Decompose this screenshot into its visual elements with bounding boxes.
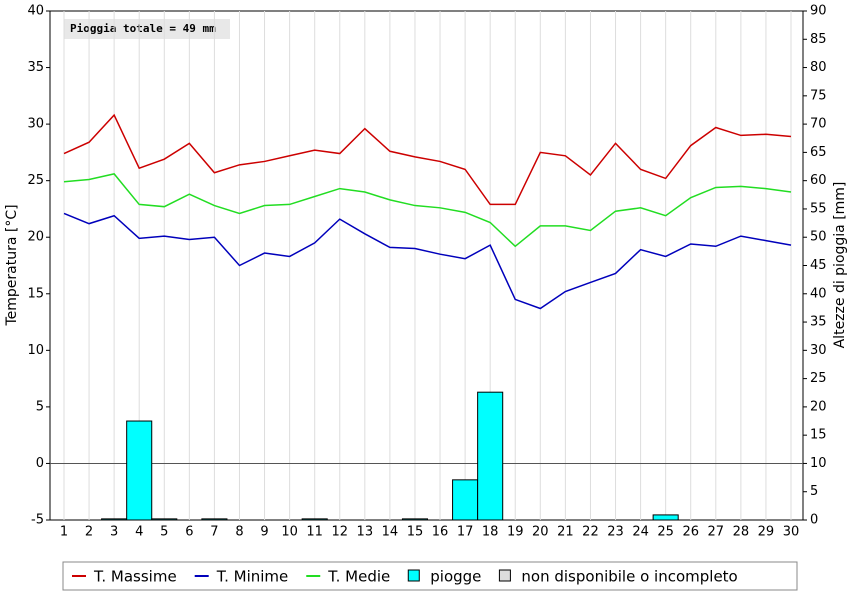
x-tick-label: 18 [482,525,499,540]
y-tick-label: 30 [27,117,44,132]
y2-axis-label: Altezze di pioggia [mm] [832,182,848,349]
x-tick-label: 26 [682,525,699,540]
bar [101,518,128,521]
bar [401,518,428,521]
y2-tick-label: 70 [810,117,827,132]
x-tick-label: 17 [457,525,474,540]
y2-tick-label: 50 [810,230,827,245]
y-tick-label: 25 [27,173,44,188]
y2-tick-label: 35 [810,315,827,330]
line [63,113,792,206]
y2-tick-label: 0 [810,513,818,528]
y-tick-label: -5 [31,513,44,528]
x-tick-label: 22 [582,525,599,540]
bar [126,420,153,521]
x-tick-label: 15 [407,525,424,540]
annotation-box [64,19,230,39]
y2-tick-label: 40 [810,286,827,301]
bar [301,518,328,521]
x-tick-label: 20 [532,525,549,540]
y2-tick-label: 25 [810,371,827,386]
y2-tick-label: 75 [810,88,827,103]
bar [201,518,228,521]
x-tick-label: 21 [557,525,574,540]
x-tick-label: 1 [60,525,68,540]
legend-label: non disponibile o incompleto [521,568,737,586]
line [63,173,792,248]
x-tick-label: 3 [110,525,118,540]
y-tick-label: 15 [27,286,44,301]
y2-tick-label: 65 [810,145,827,160]
line [63,212,792,310]
y2-tick-label: 55 [810,201,827,216]
y2-tick-label: 20 [810,399,827,414]
annotation: Pioggia totale = 49 mm [70,22,216,35]
x-tick-label: 12 [331,525,348,540]
y-tick-label: 40 [27,4,44,19]
x-tick-label: 30 [783,525,800,540]
y2-tick-label: 60 [810,173,827,188]
legend-label: T. Massime [93,568,177,586]
x-tick-label: 13 [357,525,374,540]
y-tick-label: 10 [27,343,44,358]
legend-label: T. Minime [216,568,289,586]
x-tick-label: 28 [733,525,750,540]
x-tick-label: 25 [657,525,674,540]
x-tick-label: 23 [607,525,624,540]
y2-tick-label: 5 [810,484,818,499]
y-axis-label: Temperatura [°C] [4,204,20,326]
bar [652,514,679,521]
x-tick-label: 11 [306,525,323,540]
y2-tick-label: 45 [810,258,827,273]
legend-swatch [498,569,511,582]
y2-tick-label: 15 [810,428,827,443]
x-tick-label: 9 [260,525,268,540]
y-tick-label: 0 [36,456,44,471]
bar [452,479,479,521]
y-tick-label: 35 [27,60,44,75]
x-tick-label: 24 [632,525,649,540]
x-tick-label: 4 [135,525,143,540]
x-tick-label: 8 [235,525,243,540]
y2-tick-label: 30 [810,343,827,358]
x-tick-label: 7 [210,525,218,540]
legend-label: piogge [430,568,481,586]
x-tick-label: 16 [432,525,449,540]
x-tick-label: 19 [507,525,524,540]
plot-frame [49,10,804,521]
legend-swatch [407,569,420,582]
x-tick-label: 5 [160,525,168,540]
y2-tick-label: 90 [810,4,827,19]
y-tick-label: 20 [27,230,44,245]
legend-label: T. Medie [327,568,390,586]
y2-tick-label: 10 [810,456,827,471]
x-tick-label: 14 [382,525,399,540]
x-tick-label: 2 [85,525,93,540]
bar [151,518,178,521]
x-tick-label: 10 [281,525,298,540]
x-tick-label: 6 [185,525,193,540]
x-tick-label: 29 [758,525,775,540]
legend [62,561,798,591]
y2-tick-label: 80 [810,60,827,75]
y-tick-label: 5 [36,399,44,414]
x-tick-label: 27 [708,525,725,540]
bar [477,391,504,521]
y2-tick-label: 85 [810,32,827,47]
